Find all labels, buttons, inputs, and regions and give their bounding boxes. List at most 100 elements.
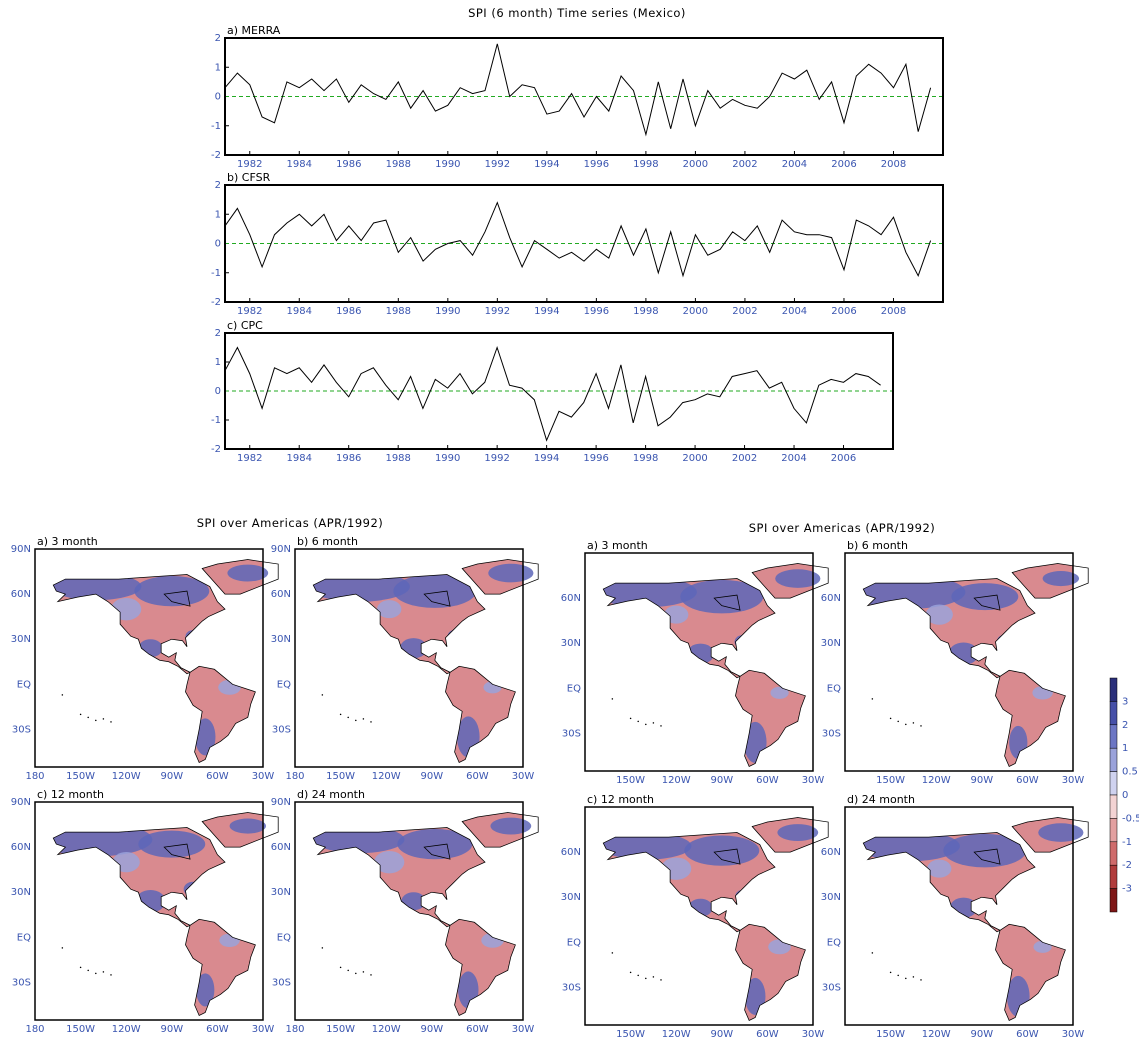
lon-label: 120W [372, 1024, 401, 1035]
colorbar-box [1109, 701, 1118, 726]
y-tick-label: 2 [215, 33, 221, 44]
island [370, 721, 372, 723]
island [87, 969, 89, 972]
island [95, 972, 97, 975]
map-panel-title: b) 6 month [297, 535, 358, 548]
lon-label: 60W [756, 775, 779, 786]
x-tick-label: 1992 [485, 306, 510, 317]
map-group-title: SPI over Americas (APR/1992) [749, 521, 936, 535]
map-frame [34, 548, 264, 768]
island [611, 952, 614, 954]
lat-label: 30N [561, 638, 581, 649]
lon-label: 90W [420, 1024, 443, 1035]
island [871, 952, 874, 954]
lat-label: 60N [561, 847, 581, 858]
lon-label: 150W [326, 1024, 355, 1035]
wet-region [313, 826, 405, 854]
x-tick-label: 1984 [287, 306, 312, 317]
x-tick-label: 1988 [386, 159, 411, 170]
lon-label: 90W [710, 775, 733, 786]
lon-label: 60W [1016, 775, 1039, 786]
island [355, 719, 357, 722]
y-tick-label: -2 [211, 150, 221, 161]
lat-label: EQ [827, 937, 841, 948]
island [629, 971, 632, 974]
x-tick-label: 1988 [385, 453, 410, 464]
x-tick-label: 2006 [831, 159, 856, 170]
lat-label: 90N [11, 544, 31, 555]
colorbar-label: 3 [1122, 696, 1128, 707]
lat-label: EQ [567, 683, 581, 694]
colorbar-label: 1 [1122, 743, 1128, 754]
island [611, 698, 614, 700]
x-tick-label: 2000 [683, 159, 708, 170]
island [339, 713, 342, 716]
map-frame [294, 801, 524, 1021]
island [871, 698, 874, 700]
wet-region [863, 830, 960, 862]
x-tick-label: 2004 [782, 306, 807, 317]
island [61, 694, 64, 696]
land [313, 559, 534, 763]
colorbar-box [1109, 724, 1118, 749]
island [889, 971, 892, 974]
lon-label: 30W [802, 775, 825, 786]
coastline [312, 559, 539, 764]
lat-label: 60N [821, 847, 841, 858]
lat-label: 30S [562, 982, 581, 993]
colorbar-box [1109, 771, 1118, 796]
colorbar-box [1109, 677, 1118, 702]
island [637, 720, 639, 723]
lon-label: 60W [466, 771, 489, 782]
map-panel-title: a) 3 month [587, 539, 648, 552]
wet-region [53, 573, 142, 601]
lat-label: 30N [11, 887, 31, 898]
lon-label: 60W [756, 1029, 779, 1038]
wet-region [734, 634, 752, 649]
wet-region [313, 571, 410, 602]
panel-title: a) MERRA [227, 24, 281, 37]
colorbar-label: -1 [1122, 837, 1132, 848]
wet-region [770, 686, 789, 699]
lon-label: 90W [160, 771, 183, 782]
panel-title: b) CFSR [227, 171, 271, 184]
x-tick-label: 1986 [336, 159, 361, 170]
wet-region [488, 563, 534, 583]
island [347, 716, 349, 719]
wet-region [603, 576, 697, 608]
wet-region [397, 828, 473, 860]
map [52, 559, 279, 764]
map [862, 817, 1089, 1022]
lat-label: 90N [271, 797, 291, 808]
y-tick-label: 1 [215, 357, 221, 368]
x-tick-label: 2002 [732, 159, 757, 170]
x-tick-label: 1984 [286, 453, 311, 464]
plot-frame [224, 184, 944, 303]
coastline [862, 817, 1089, 1022]
x-tick-label: 1998 [633, 306, 658, 317]
wet-region [393, 574, 477, 608]
lon-label: 180 [285, 771, 304, 782]
colorbar-box [1109, 747, 1118, 772]
lon-label: 30W [252, 771, 275, 782]
island [897, 720, 899, 723]
wet-region [664, 605, 689, 624]
wet-region [996, 634, 1016, 650]
wet-region [490, 817, 532, 835]
wet-region [661, 857, 692, 880]
lon-label: 180 [25, 1024, 44, 1035]
y-tick-label: 2 [215, 180, 221, 191]
wet-region [134, 575, 210, 607]
lon-label: 30W [802, 1029, 825, 1038]
lon-label: 120W [662, 1029, 691, 1038]
wet-region [53, 822, 153, 857]
colorbar-box [1109, 864, 1118, 889]
x-tick-label: 1998 [633, 453, 658, 464]
colorbar-box [1109, 888, 1118, 913]
wet-region [680, 579, 764, 614]
figure-title: SPI (6 month) Time series (Mexico) [468, 6, 686, 20]
wet-region [399, 638, 428, 659]
panel-title: c) CPC [227, 319, 263, 332]
map-frame [844, 552, 1074, 772]
